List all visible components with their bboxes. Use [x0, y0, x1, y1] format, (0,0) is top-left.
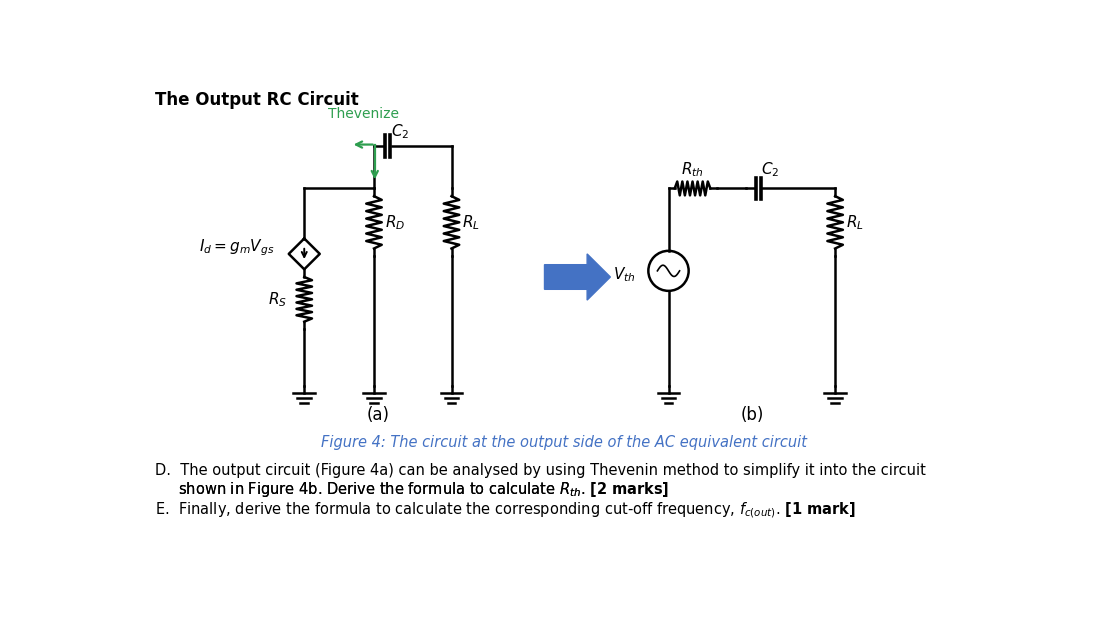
Text: $I_d = g_m V_{gs}$: $I_d = g_m V_{gs}$	[199, 237, 275, 258]
Text: $R_L$: $R_L$	[462, 213, 480, 232]
Text: $C_2$: $C_2$	[761, 161, 780, 179]
Text: $V_{th}$: $V_{th}$	[613, 266, 636, 284]
Text: Figure 4: The circuit at the output side of the AC equivalent circuit: Figure 4: The circuit at the output side…	[320, 435, 807, 450]
Polygon shape	[545, 254, 610, 300]
Text: $R_{th}$: $R_{th}$	[682, 161, 704, 179]
Text: shown in Figure 4b. Derive the formula to calculate $R_{th}$.: shown in Figure 4b. Derive the formula t…	[154, 480, 587, 499]
Text: E.  Finally, derive the formula to calculate the corresponding cut-off frequency: E. Finally, derive the formula to calcul…	[154, 500, 855, 520]
Text: shown in Figure 4b. Derive the formula to calculate $R_{th}$. $\bf{[2\ marks]}$: shown in Figure 4b. Derive the formula t…	[154, 480, 669, 499]
Text: The Output RC Circuit: The Output RC Circuit	[154, 91, 359, 109]
Text: (b): (b)	[740, 406, 763, 424]
Text: (a): (a)	[367, 406, 390, 424]
Text: $R_L$: $R_L$	[846, 213, 864, 232]
Text: $R_D$: $R_D$	[385, 213, 405, 232]
Text: D.  The output circuit (Figure 4a) can be analysed by using Thevenin method to s: D. The output circuit (Figure 4a) can be…	[154, 463, 926, 478]
Text: $C_2$: $C_2$	[391, 122, 410, 141]
Text: $R_S$: $R_S$	[269, 290, 287, 308]
Text: Thevenize: Thevenize	[327, 108, 399, 122]
